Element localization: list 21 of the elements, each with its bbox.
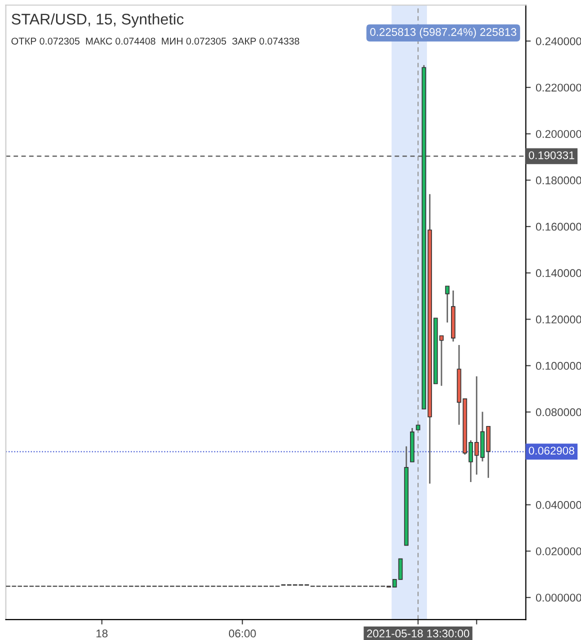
y-tick-label: 0.100000: [536, 362, 581, 370]
y-tick-label: 0.080000: [536, 408, 581, 416]
y-tick-label: 0.180000: [536, 176, 581, 184]
text: STAR/USD, 15, Synthetic: [12, 13, 184, 28]
y-tick-label: 0.040000: [536, 501, 581, 509]
y-tick-label: 0.240000: [536, 37, 581, 46]
x-tick-label: 18: [96, 630, 108, 638]
y-tick-label: 0.020000: [536, 547, 581, 556]
x-tick-label: 2021-05-18 13:30:00: [367, 630, 470, 638]
y-tick-label: 0.220000: [536, 84, 581, 92]
text: ОТКР 0.072305 МАКС 0.074408 МИН 0.072305 ЗАКР 0.074338: [11, 38, 300, 45]
x-tick-label: 06:00: [228, 630, 256, 638]
y-tick-label: 0.000000: [536, 594, 581, 602]
ref-line-label: 0.190331: [528, 151, 574, 160]
band-label: 0.225813 (5987.24%) 225813: [370, 28, 516, 38]
y-tick-label: 0.120000: [536, 316, 581, 324]
y-tick-label: 0.200000: [536, 130, 581, 138]
y-tick-label: 0.140000: [536, 269, 581, 278]
ref-line-label: 0.062908: [528, 446, 574, 455]
candlestick: [445, 285, 450, 324]
y-tick-label: 0.160000: [536, 222, 581, 231]
